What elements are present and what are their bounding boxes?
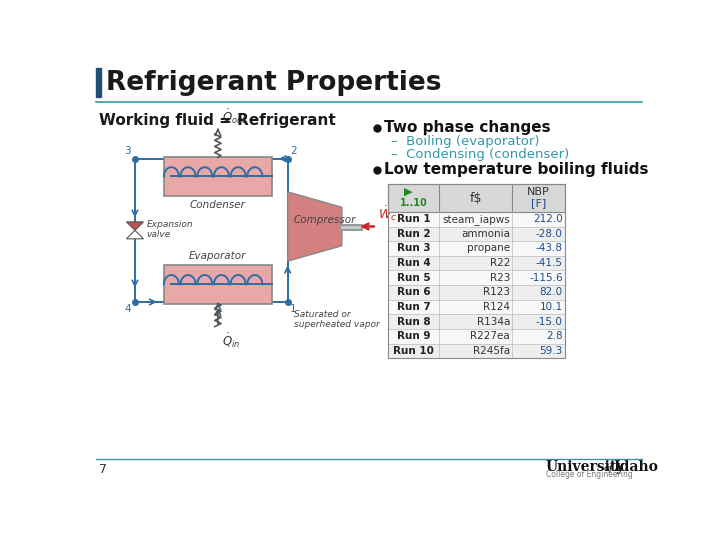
Text: -43.8: -43.8 [536, 244, 563, 253]
Text: Run 4: Run 4 [397, 258, 431, 268]
Text: ammonia: ammonia [461, 229, 510, 239]
Text: Run 2: Run 2 [397, 229, 431, 239]
Text: -115.6: -115.6 [529, 273, 563, 283]
Bar [388, 314, 565, 329]
Text: Run 7: Run 7 [397, 302, 431, 312]
Text: 1..10: 1..10 [400, 198, 428, 207]
Bar [388, 184, 565, 358]
Text: Compressor: Compressor [294, 215, 356, 225]
Text: 2.8: 2.8 [546, 331, 563, 341]
Text: 4: 4 [125, 303, 131, 314]
Bar [388, 212, 565, 226]
Text: Evaporator: Evaporator [189, 251, 246, 261]
Text: R227ea: R227ea [470, 331, 510, 341]
Bar [96, 68, 101, 97]
Text: R134a: R134a [477, 316, 510, 327]
Text: [F]: [F] [531, 198, 546, 207]
Text: 59.3: 59.3 [539, 346, 563, 356]
Text: $\dot{Q}_{in}$: $\dot{Q}_{in}$ [222, 331, 240, 350]
Text: -15.0: -15.0 [536, 316, 563, 327]
Polygon shape [127, 222, 143, 231]
Text: Run 9: Run 9 [397, 331, 431, 341]
Text: steam_iapws: steam_iapws [442, 214, 510, 225]
Text: Run 10: Run 10 [393, 346, 434, 356]
Text: Refrigerant Properties: Refrigerant Properties [106, 70, 441, 96]
Text: propane: propane [467, 244, 510, 253]
Text: 10.1: 10.1 [539, 302, 563, 312]
Text: R124: R124 [483, 302, 510, 312]
Bar [388, 241, 565, 256]
Text: Saturated or
superheated vapor: Saturated or superheated vapor [294, 309, 379, 329]
Bar [388, 226, 565, 241]
Text: Working fluid = Refrigerant: Working fluid = Refrigerant [99, 113, 336, 128]
Text: 212.0: 212.0 [533, 214, 563, 224]
Bar [388, 256, 565, 271]
Text: Run 5: Run 5 [397, 273, 431, 283]
Text: 7: 7 [99, 463, 107, 476]
Bar [163, 265, 272, 303]
Text: R22: R22 [490, 258, 510, 268]
Text: 3: 3 [125, 146, 131, 156]
Text: valve: valve [147, 230, 171, 239]
Text: Low temperature boiling fluids: Low temperature boiling fluids [384, 162, 649, 177]
Text: –  Condensing (condenser): – Condensing (condenser) [391, 148, 569, 161]
Text: ▶: ▶ [404, 187, 413, 197]
Text: College of Engineering: College of Engineering [546, 470, 632, 479]
Text: 82.0: 82.0 [539, 287, 563, 298]
Text: 2: 2 [290, 146, 297, 156]
Text: $\dot{W}_c$: $\dot{W}_c$ [378, 204, 397, 222]
Text: Expansion: Expansion [147, 220, 193, 229]
Text: Run 1: Run 1 [397, 214, 431, 224]
Text: R23: R23 [490, 273, 510, 283]
Text: University: University [546, 460, 625, 474]
Text: $\dot{Q}_{out}$: $\dot{Q}_{out}$ [222, 108, 247, 126]
Bar [388, 285, 565, 300]
Polygon shape [127, 231, 143, 239]
Bar [388, 271, 565, 285]
Bar [388, 300, 565, 314]
Text: Two phase changes: Two phase changes [384, 120, 551, 136]
Text: NBP: NBP [527, 187, 550, 197]
Text: Run 6: Run 6 [397, 287, 431, 298]
Bar [388, 184, 565, 212]
Polygon shape [287, 192, 342, 261]
Text: R245fa: R245fa [473, 346, 510, 356]
Bar [163, 157, 272, 195]
Text: Condenser: Condenser [190, 200, 246, 210]
Bar [388, 343, 565, 358]
Text: of: of [604, 464, 613, 473]
Text: f$: f$ [469, 192, 482, 205]
Text: Run 8: Run 8 [397, 316, 431, 327]
Bar [388, 329, 565, 343]
Text: Run 3: Run 3 [397, 244, 431, 253]
Text: –  Boiling (evaporator): – Boiling (evaporator) [391, 136, 539, 148]
Text: -28.0: -28.0 [536, 229, 563, 239]
Text: R123: R123 [483, 287, 510, 298]
Text: Idaho: Idaho [613, 460, 658, 474]
Text: 1: 1 [290, 303, 297, 314]
Text: -41.5: -41.5 [536, 258, 563, 268]
